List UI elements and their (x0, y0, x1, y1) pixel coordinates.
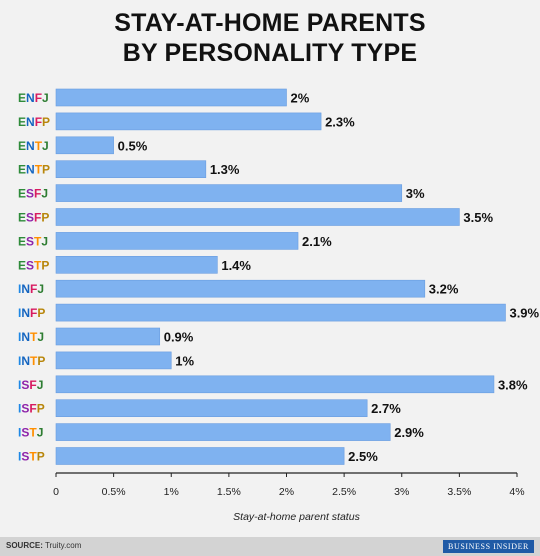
x-tick-label: 0 (53, 486, 59, 498)
data-label-estj: 2.1% (302, 234, 332, 249)
bar-istj (55, 423, 391, 441)
data-label-esfp: 3.5% (463, 210, 493, 225)
data-label-enfp: 2.3% (325, 114, 355, 129)
data-label-estp: 1.4% (221, 258, 251, 273)
source-label: SOURCE: (6, 541, 43, 550)
category-label-esfp: ESFP (18, 211, 49, 225)
source-note: SOURCE: Truity.com (6, 541, 81, 550)
category-label-estj: ESTJ (18, 234, 48, 248)
bar-esfj (55, 184, 403, 202)
chart-title: STAY-AT-HOME PARENTS BY PERSONALITY TYPE (0, 8, 540, 68)
category-label-intp: INTP (18, 354, 45, 368)
bar-infp (55, 303, 506, 322)
chart-title-line-2: BY PERSONALITY TYPE (122, 39, 418, 67)
bar-intj (55, 327, 161, 346)
category-label-infj: INFJ (18, 282, 44, 296)
source-text: Truity.com (44, 541, 82, 550)
bar-infj (55, 279, 426, 298)
data-label-isfj: 3.8% (498, 377, 528, 392)
data-label-istp: 2.5% (348, 449, 378, 464)
category-label-estp: ESTP (18, 258, 49, 272)
bar-enfp (55, 112, 322, 131)
category-label-isfj: ISFJ (18, 378, 43, 392)
brand-logo: BUSINESS INSIDER (443, 540, 534, 553)
bar-estp (55, 255, 218, 274)
bar-entp (55, 160, 207, 178)
bar-istp (55, 447, 345, 465)
chart-title-line-1: STAY-AT-HOME PARENTS (114, 9, 426, 37)
category-label-istj: ISTJ (18, 426, 43, 440)
bar-isfj (55, 375, 495, 394)
category-label-enfj: ENFJ (18, 91, 49, 105)
bar-enfj (55, 88, 287, 107)
bar-esfp (55, 208, 460, 226)
x-tick-label: 0.5% (102, 486, 126, 498)
category-label-enfp: ENFP (18, 115, 50, 129)
category-label-esfj: ESFJ (18, 187, 48, 201)
category-label-infp: INFP (18, 306, 45, 320)
x-tick-label: 3.5% (447, 486, 471, 498)
data-label-intp: 1% (175, 353, 194, 368)
x-tick-label: 3% (394, 486, 409, 498)
bar-estj (55, 232, 299, 250)
data-label-infp: 3.9% (509, 306, 539, 321)
data-label-enfj: 2% (291, 91, 310, 106)
data-label-isfp: 2.7% (371, 401, 401, 416)
category-label-istp: ISTP (18, 450, 45, 464)
x-axis-title: Stay-at-home parent status (233, 511, 360, 523)
category-label-entj: ENTJ (18, 139, 49, 153)
data-label-istj: 2.9% (394, 425, 424, 440)
category-label-intj: INTJ (18, 330, 44, 344)
data-label-intj: 0.9% (164, 330, 194, 345)
x-tick-label: 4% (509, 486, 524, 498)
data-label-entj: 0.5% (118, 138, 148, 153)
x-tick-label: 2% (279, 486, 294, 498)
bar-entj (55, 136, 114, 155)
x-tick-label: 2.5% (332, 486, 356, 498)
bar-isfp (55, 399, 368, 418)
category-label-isfp: ISFP (18, 402, 45, 416)
x-tick-label: 1% (164, 486, 179, 498)
footer-bar: SOURCE: Truity.com BUSINESS INSIDER (0, 537, 540, 556)
data-label-infj: 3.2% (429, 282, 459, 297)
category-label-entp: ENTP (18, 163, 50, 177)
data-label-entp: 1.3% (210, 162, 240, 177)
x-tick-label: 1.5% (217, 486, 241, 498)
bar-intp (55, 351, 172, 370)
data-label-esfj: 3% (406, 186, 425, 201)
